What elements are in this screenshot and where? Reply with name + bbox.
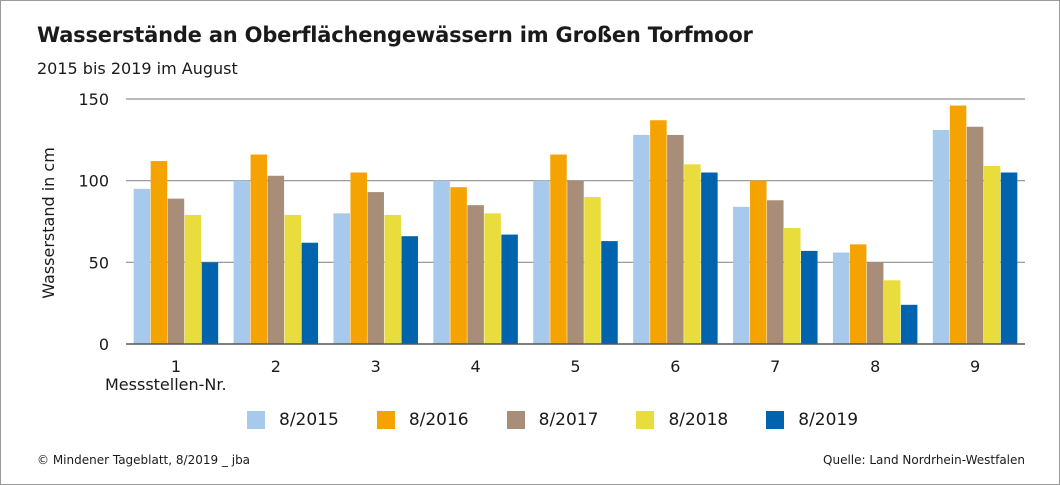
legend-label: 8/2018 [668,410,729,430]
bar-8-8-2018 [883,280,901,344]
y-tick-label: 100 [78,172,109,191]
bar-7-8-2017 [767,200,784,344]
chart-subtitle: 2015 bis 2019 im August [37,59,238,78]
bar-7-8-2015 [733,206,750,344]
x-tick-label: 1 [171,357,181,376]
x-tick-label: 9 [970,357,980,376]
legend-item-8-2019: 8/2019 [766,410,858,430]
x-tick-label: 5 [570,357,580,376]
bar-6-8-2016 [650,120,667,344]
bar-4-8-2018 [484,213,501,344]
legend: 8/2015 8/2016 8/2017 8/2018 8/2019 [247,407,896,433]
x-tick-label: 7 [770,357,780,376]
x-tick-label: 3 [371,357,381,376]
legend-label: 8/2019 [798,410,859,430]
bar-9-8-2016 [949,105,967,344]
legend-swatch [376,411,395,429]
bar-6-8-2018 [684,164,701,344]
x-tick-label: 2 [271,357,281,376]
bars [133,105,1018,345]
bar-7-8-2019 [801,250,818,344]
legend-swatch [636,411,655,429]
legend-label: 8/2017 [538,410,599,430]
bar-5-8-2016 [550,154,567,344]
bar-5-8-2015 [533,180,550,344]
bar-9-8-2017 [966,126,984,345]
legend-label: 8/2016 [408,410,469,430]
bar-4-8-2019 [501,234,518,344]
data-source: Quelle: Land Nordrhein-Westfalen [823,453,1025,467]
bar-4-8-2017 [467,205,484,344]
bar-4-8-2016 [450,187,467,344]
bar-9-8-2019 [1000,172,1018,344]
chart-title: Wasserstände an Oberflächengewässern im … [37,23,753,47]
bar-2-8-2016 [250,154,268,344]
bar-2-8-2015 [233,180,251,344]
x-axis-title: Messstellen-Nr. [105,375,227,394]
legend-item-8-2016: 8/2016 [376,410,469,430]
bar-3-8-2019 [401,236,418,344]
y-axis-title: Wasserstand in cm [39,147,58,299]
y-tick-label: 150 [78,90,109,109]
copyright-credit: © Mindener Tageblatt, 8/2019 _ jba [37,453,251,467]
bar-9-8-2018 [983,165,1001,344]
bar-6-8-2017 [667,134,684,344]
legend-label: 8/2015 [279,410,339,430]
bar-7-8-2016 [750,180,767,344]
bar-1-8-2018 [184,214,202,344]
bar-3-8-2015 [333,213,350,344]
legend-item-8-2018: 8/2018 [636,410,728,430]
tick-labels: 0 50 100 150 1 2 3 4 5 6 7 8 9 [78,90,980,376]
bar-3-8-2016 [350,172,367,344]
bar-2-8-2019 [301,242,319,344]
bar-1-8-2019 [201,262,219,344]
bar-1-8-2015 [133,188,151,344]
bar-2-8-2018 [284,214,302,344]
y-tick-label: 0 [99,335,109,354]
bar-4-8-2015 [433,180,450,344]
bar-5-8-2017 [567,180,584,344]
bar-6-8-2019 [701,172,718,344]
bar-8-8-2015 [832,252,850,344]
bar-8-8-2016 [849,244,867,344]
legend-swatch [506,411,525,429]
bar-2-8-2017 [267,175,285,344]
bar-8-8-2019 [900,304,918,344]
bar-5-8-2019 [601,241,618,344]
x-tick-label: 4 [471,357,481,376]
legend-swatch [247,411,265,429]
y-tick-label: 50 [89,253,109,272]
legend-item-8-2015: 8/2015 [247,410,339,430]
bar-3-8-2018 [384,214,401,344]
bar-6-8-2015 [633,134,650,344]
bar-1-8-2016 [150,161,168,344]
x-tick-label: 6 [670,357,680,376]
legend-swatch [766,411,785,429]
bar-1-8-2017 [167,198,185,344]
legend-item-8-2017: 8/2017 [506,410,599,430]
bar-8-8-2017 [866,262,884,344]
bar-9-8-2015 [932,130,950,344]
bar-3-8-2017 [367,192,384,344]
x-tick-label: 8 [870,357,880,376]
bar-5-8-2018 [584,197,601,344]
bar-7-8-2018 [784,228,801,344]
